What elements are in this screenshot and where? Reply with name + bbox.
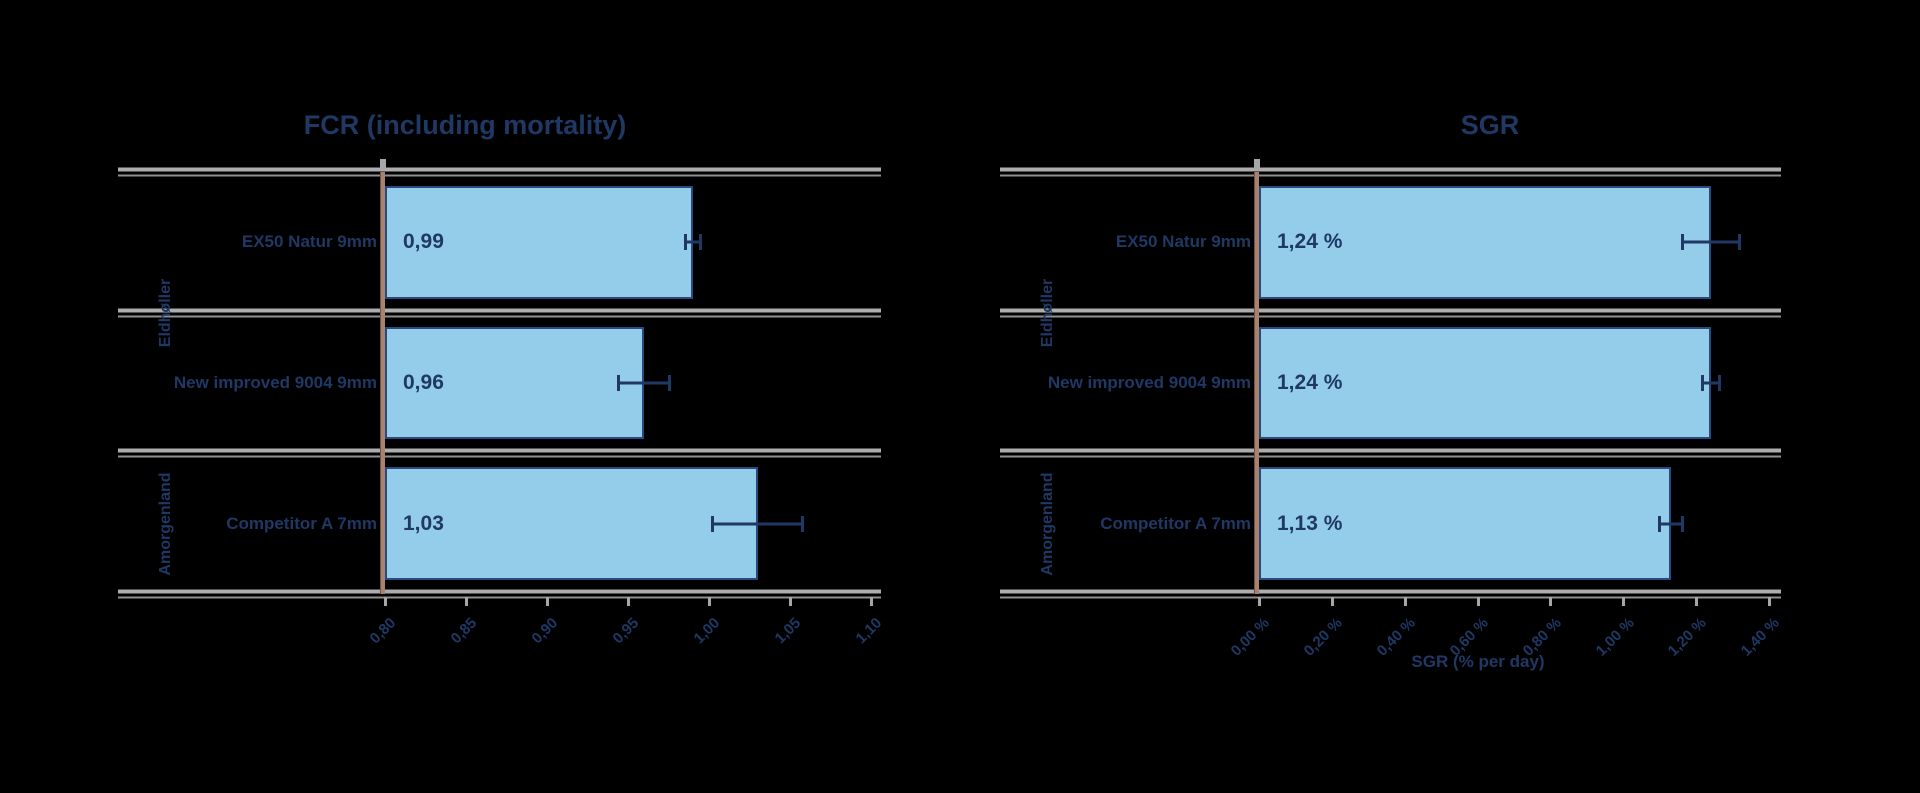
axis-top-tick bbox=[1254, 159, 1260, 170]
category-label: Competitor A 7mm bbox=[1100, 513, 1251, 533]
bar bbox=[385, 186, 693, 299]
error-bar-cap-left bbox=[1680, 234, 1684, 251]
row-gridline bbox=[1000, 589, 1781, 599]
error-bar-cap-right bbox=[800, 515, 804, 532]
bar-value-label: 0,96 bbox=[403, 371, 444, 394]
axis-tick-mark bbox=[1403, 597, 1407, 606]
error-bar-cap-left bbox=[683, 234, 687, 251]
bar-value-label: 1,13 % bbox=[1277, 511, 1343, 535]
axis-tick-mark bbox=[546, 597, 549, 606]
row-gridline bbox=[1000, 167, 1781, 177]
axis-tick-mark bbox=[1258, 597, 1261, 606]
axis-tick-mark bbox=[465, 597, 468, 606]
bar-value-label: 0,99 bbox=[403, 230, 444, 254]
error-bar-line bbox=[1701, 381, 1720, 385]
value-axis-line bbox=[1254, 172, 1259, 594]
axis-tick-mark bbox=[384, 597, 387, 606]
bar bbox=[1259, 467, 1671, 580]
axis-tick-mark bbox=[1622, 597, 1626, 606]
row-gridline bbox=[118, 589, 881, 599]
error-bar-cap-right bbox=[698, 234, 702, 251]
axis-tick-label: 0,20 % bbox=[1300, 614, 1346, 660]
category-label: EX50 Natur 9mm bbox=[1115, 232, 1251, 252]
error-bar-cap-left bbox=[1657, 515, 1661, 532]
category-label: Competitor A 7mm bbox=[226, 513, 377, 533]
error-bar-line bbox=[1681, 240, 1740, 244]
chart-title: FCR (including mortality) bbox=[303, 110, 627, 140]
bar-value-label: 1,24 % bbox=[1277, 371, 1343, 394]
row-gridline bbox=[1000, 308, 1781, 318]
group-label: Eldhøller bbox=[1039, 278, 1056, 347]
bar-value-label: 1,03 bbox=[403, 511, 444, 535]
axis-tick-label: 1,00 % bbox=[1592, 614, 1638, 660]
axis-tick-mark bbox=[1549, 597, 1553, 606]
x-axis-title: SGR (% per day) bbox=[1411, 652, 1545, 671]
bar-value-label: 1,24 % bbox=[1277, 230, 1343, 254]
category-label: New improved 9004 9mm bbox=[1047, 373, 1251, 392]
error-bar-cap-right bbox=[1737, 234, 1741, 251]
row-gridline bbox=[118, 448, 881, 458]
error-bar-line bbox=[684, 240, 701, 244]
error-bar-cap-right bbox=[1717, 375, 1721, 391]
error-bar-cap-right bbox=[668, 375, 672, 391]
row-gridline bbox=[1000, 448, 1781, 458]
category-label: New improved 9004 9mm bbox=[173, 373, 377, 392]
error-bar-cap-left bbox=[711, 515, 715, 532]
error-bar-cap-right bbox=[1680, 515, 1684, 532]
value-axis-line bbox=[380, 172, 385, 594]
chart-title: SGR bbox=[1460, 110, 1520, 140]
bar bbox=[385, 326, 645, 440]
axis-tick-mark bbox=[1476, 597, 1480, 606]
axis-tick-mark bbox=[1768, 597, 1771, 606]
error-bar-line bbox=[618, 381, 671, 385]
error-bar-line bbox=[1658, 522, 1683, 526]
error-bar-line bbox=[712, 522, 803, 526]
error-bar-cap-left bbox=[1700, 375, 1704, 391]
axis-tick-mark bbox=[789, 597, 792, 606]
bar bbox=[1259, 186, 1711, 299]
category-label: EX50 Natur 9mm bbox=[241, 232, 377, 252]
axis-tick-label: 0,00 % bbox=[1227, 614, 1274, 660]
axis-top-tick bbox=[380, 159, 386, 170]
row-gridline bbox=[118, 308, 881, 318]
group-label: Amorgenland bbox=[1039, 472, 1056, 576]
axis-tick-mark bbox=[870, 597, 873, 606]
axis-tick-label: 1,20 % bbox=[1665, 614, 1711, 660]
axis-tick-label: 1,40 % bbox=[1737, 614, 1784, 660]
row-gridline bbox=[118, 167, 881, 177]
axis-tick-mark bbox=[627, 597, 630, 606]
bar bbox=[385, 467, 758, 580]
axis-tick-mark bbox=[1330, 597, 1334, 606]
axis-tick-mark bbox=[708, 597, 711, 606]
bar bbox=[1259, 326, 1711, 440]
axis-tick-mark bbox=[1695, 597, 1699, 606]
error-bar-cap-left bbox=[617, 375, 621, 391]
